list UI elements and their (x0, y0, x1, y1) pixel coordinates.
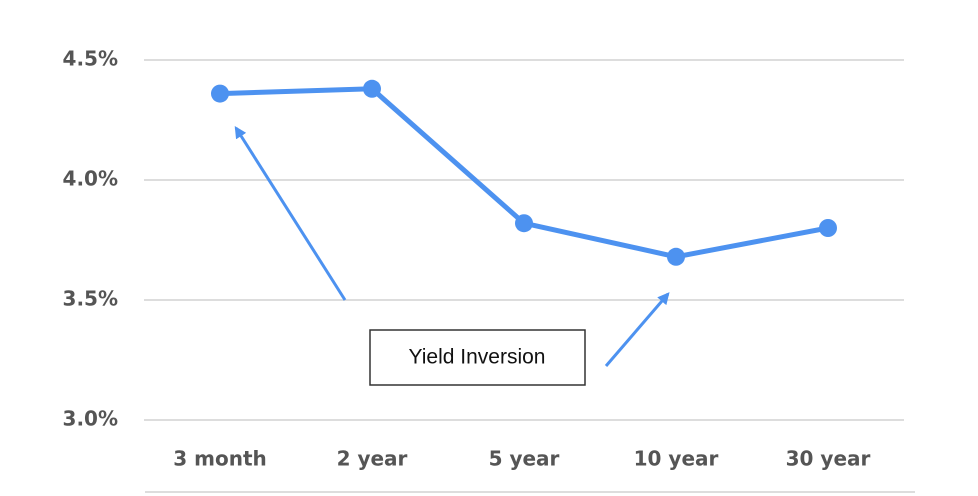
x-tick-label: 10 year (634, 447, 719, 471)
data-point (667, 247, 685, 266)
data-point (515, 214, 533, 233)
annotation-arrow (234, 125, 347, 301)
y-tick-label: 3.0% (63, 407, 118, 431)
y-tick-label: 4.5% (63, 47, 118, 71)
data-point (819, 219, 837, 237)
data-point (211, 84, 229, 103)
y-tick-label: 3.5% (63, 287, 118, 311)
x-tick-label: 30 year (786, 447, 871, 471)
x-tick-label: 2 year (337, 447, 408, 471)
data-point (363, 79, 381, 98)
annotation-text: Yield Inversion (409, 346, 546, 369)
annotation-arrow (604, 292, 670, 367)
annotation-box (369, 329, 586, 386)
x-tick-label: 5 year (489, 447, 560, 471)
x-tick-label: 3 month (173, 447, 267, 471)
y-tick-label: 4.0% (63, 167, 118, 191)
